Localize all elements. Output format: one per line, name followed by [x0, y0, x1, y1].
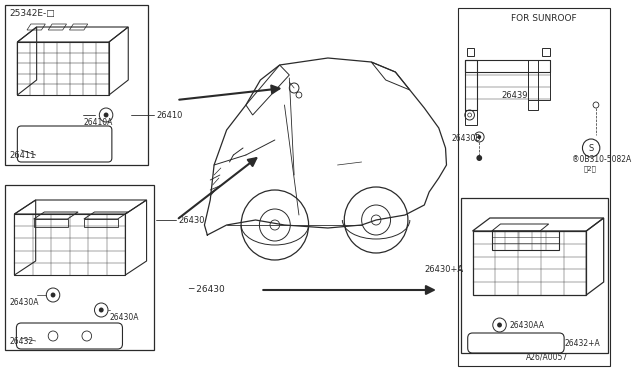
Text: 26411: 26411 [10, 151, 36, 160]
Text: 26430A: 26430A [10, 298, 39, 307]
Text: 26430B: 26430B [451, 134, 481, 142]
Text: 26439: 26439 [502, 90, 528, 99]
Circle shape [99, 308, 104, 312]
Circle shape [51, 292, 56, 298]
Text: 26430AA: 26430AA [509, 321, 544, 330]
Bar [5, 5, 148, 165]
Text: 26430+A: 26430+A [424, 266, 463, 275]
Bar [461, 198, 607, 353]
Text: 26432+A: 26432+A [564, 339, 600, 347]
Text: ─ 26430: ─ 26430 [188, 285, 225, 295]
Text: S: S [589, 144, 594, 153]
Text: ®0B310-5082A: ®0B310-5082A [572, 155, 631, 164]
Circle shape [104, 112, 109, 118]
Text: 26410A: 26410A [84, 118, 113, 127]
Text: A26/A0057: A26/A0057 [525, 353, 568, 362]
Text: 25342E-□: 25342E-□ [10, 9, 56, 18]
Text: FOR SUNROOF: FOR SUNROOF [511, 14, 577, 23]
Bar [458, 8, 611, 366]
Text: 26410: 26410 [156, 110, 182, 119]
Text: 26430: 26430 [179, 215, 205, 224]
Circle shape [477, 135, 481, 139]
Circle shape [476, 155, 482, 161]
Text: 26432: 26432 [10, 337, 34, 346]
Text: 26430A: 26430A [110, 313, 140, 322]
Circle shape [497, 323, 502, 327]
Text: ＜2＞: ＜2＞ [584, 165, 596, 171]
Bar [5, 185, 154, 350]
